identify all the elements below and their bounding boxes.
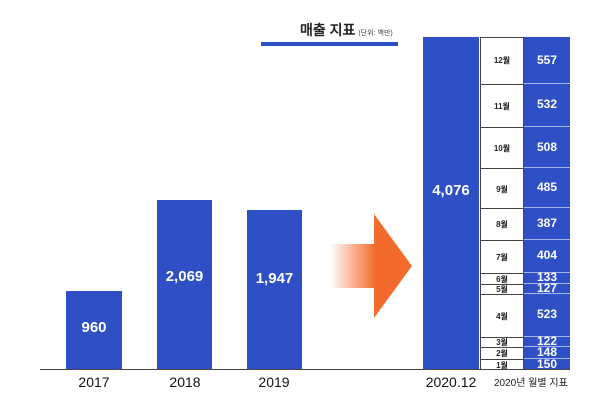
month-label: 6월 (481, 272, 523, 285)
title-underline (261, 42, 398, 46)
chart-title: 매출 지표 (300, 22, 356, 38)
month-column: 1월 2월 3월 4월 5월 6월 7월 8월 9월 10월 11월 12월 (480, 37, 524, 370)
monthly-divider (524, 207, 570, 209)
month-label: 8월 (481, 208, 523, 241)
monthly-value-label: 404 (536, 248, 558, 263)
monthly-value-label: 127 (536, 280, 558, 295)
monthly-value-label: 532 (536, 97, 558, 112)
monthly-value-label: 523 (536, 307, 558, 322)
x-axis-line (40, 369, 570, 370)
monthly-value-label: 133 (536, 270, 558, 285)
x-tick-label: 2019 (258, 374, 290, 390)
month-label: 4월 (481, 293, 523, 338)
month-label: 9월 (481, 168, 523, 209)
monthly-value-label: 122 (536, 333, 558, 348)
month-label: 1월 (481, 358, 523, 372)
monthly-divider (524, 335, 570, 337)
bar-2019 (247, 210, 302, 369)
monthly-divider (524, 282, 570, 284)
monthly-value-label: 387 (536, 215, 558, 230)
monthly-value-label: 557 (536, 52, 558, 67)
arrow-right-icon (330, 214, 412, 318)
bar-value-label: 2,069 (165, 268, 204, 285)
x-tick-label: 2017 (78, 374, 110, 390)
monthly-divider (524, 292, 570, 294)
x-tick-label: 2020.12 (425, 374, 477, 390)
month-label: 12월 (493, 56, 511, 66)
month-label: 10월 (481, 126, 523, 170)
month-label: 7월 (481, 239, 523, 274)
monthly-divider (524, 271, 570, 273)
monthly-value-column: 150 148 122 523 127 133 404 387 485 508 532 557 (524, 37, 570, 371)
monthly-divider (524, 238, 570, 240)
monthly-divider (524, 357, 570, 359)
month-label: 11월 (481, 83, 523, 128)
monthly-value-label: 148 (536, 344, 558, 359)
monthly-divider (524, 167, 570, 169)
bar-2017 (66, 291, 122, 369)
bar-2018 (157, 200, 212, 369)
monthly-divider (524, 345, 570, 347)
x-tick-label: 2018 (169, 374, 201, 390)
bar-value-label: 1,947 (255, 270, 294, 287)
bar-value-label: 4,076 (432, 182, 470, 199)
bar-2020.12 (423, 37, 479, 369)
monthly-value-label: 150 (536, 356, 558, 371)
month-label: 5월 (481, 283, 523, 295)
month-label: 2월 (481, 346, 523, 360)
bar-value-label: 960 (81, 319, 107, 336)
monthly-value-label: 485 (536, 180, 558, 195)
month-label: 3월 (481, 336, 523, 348)
monthly-value-label: 508 (536, 139, 558, 154)
unit-note: (단위: 백만) (358, 30, 393, 37)
monthly-caption: 2020년 월별 지표 (494, 378, 568, 389)
monthly-divider (524, 82, 570, 84)
monthly-divider (524, 125, 570, 127)
chart-title-block: 매출 지표 (단위: 백만) (300, 20, 393, 40)
